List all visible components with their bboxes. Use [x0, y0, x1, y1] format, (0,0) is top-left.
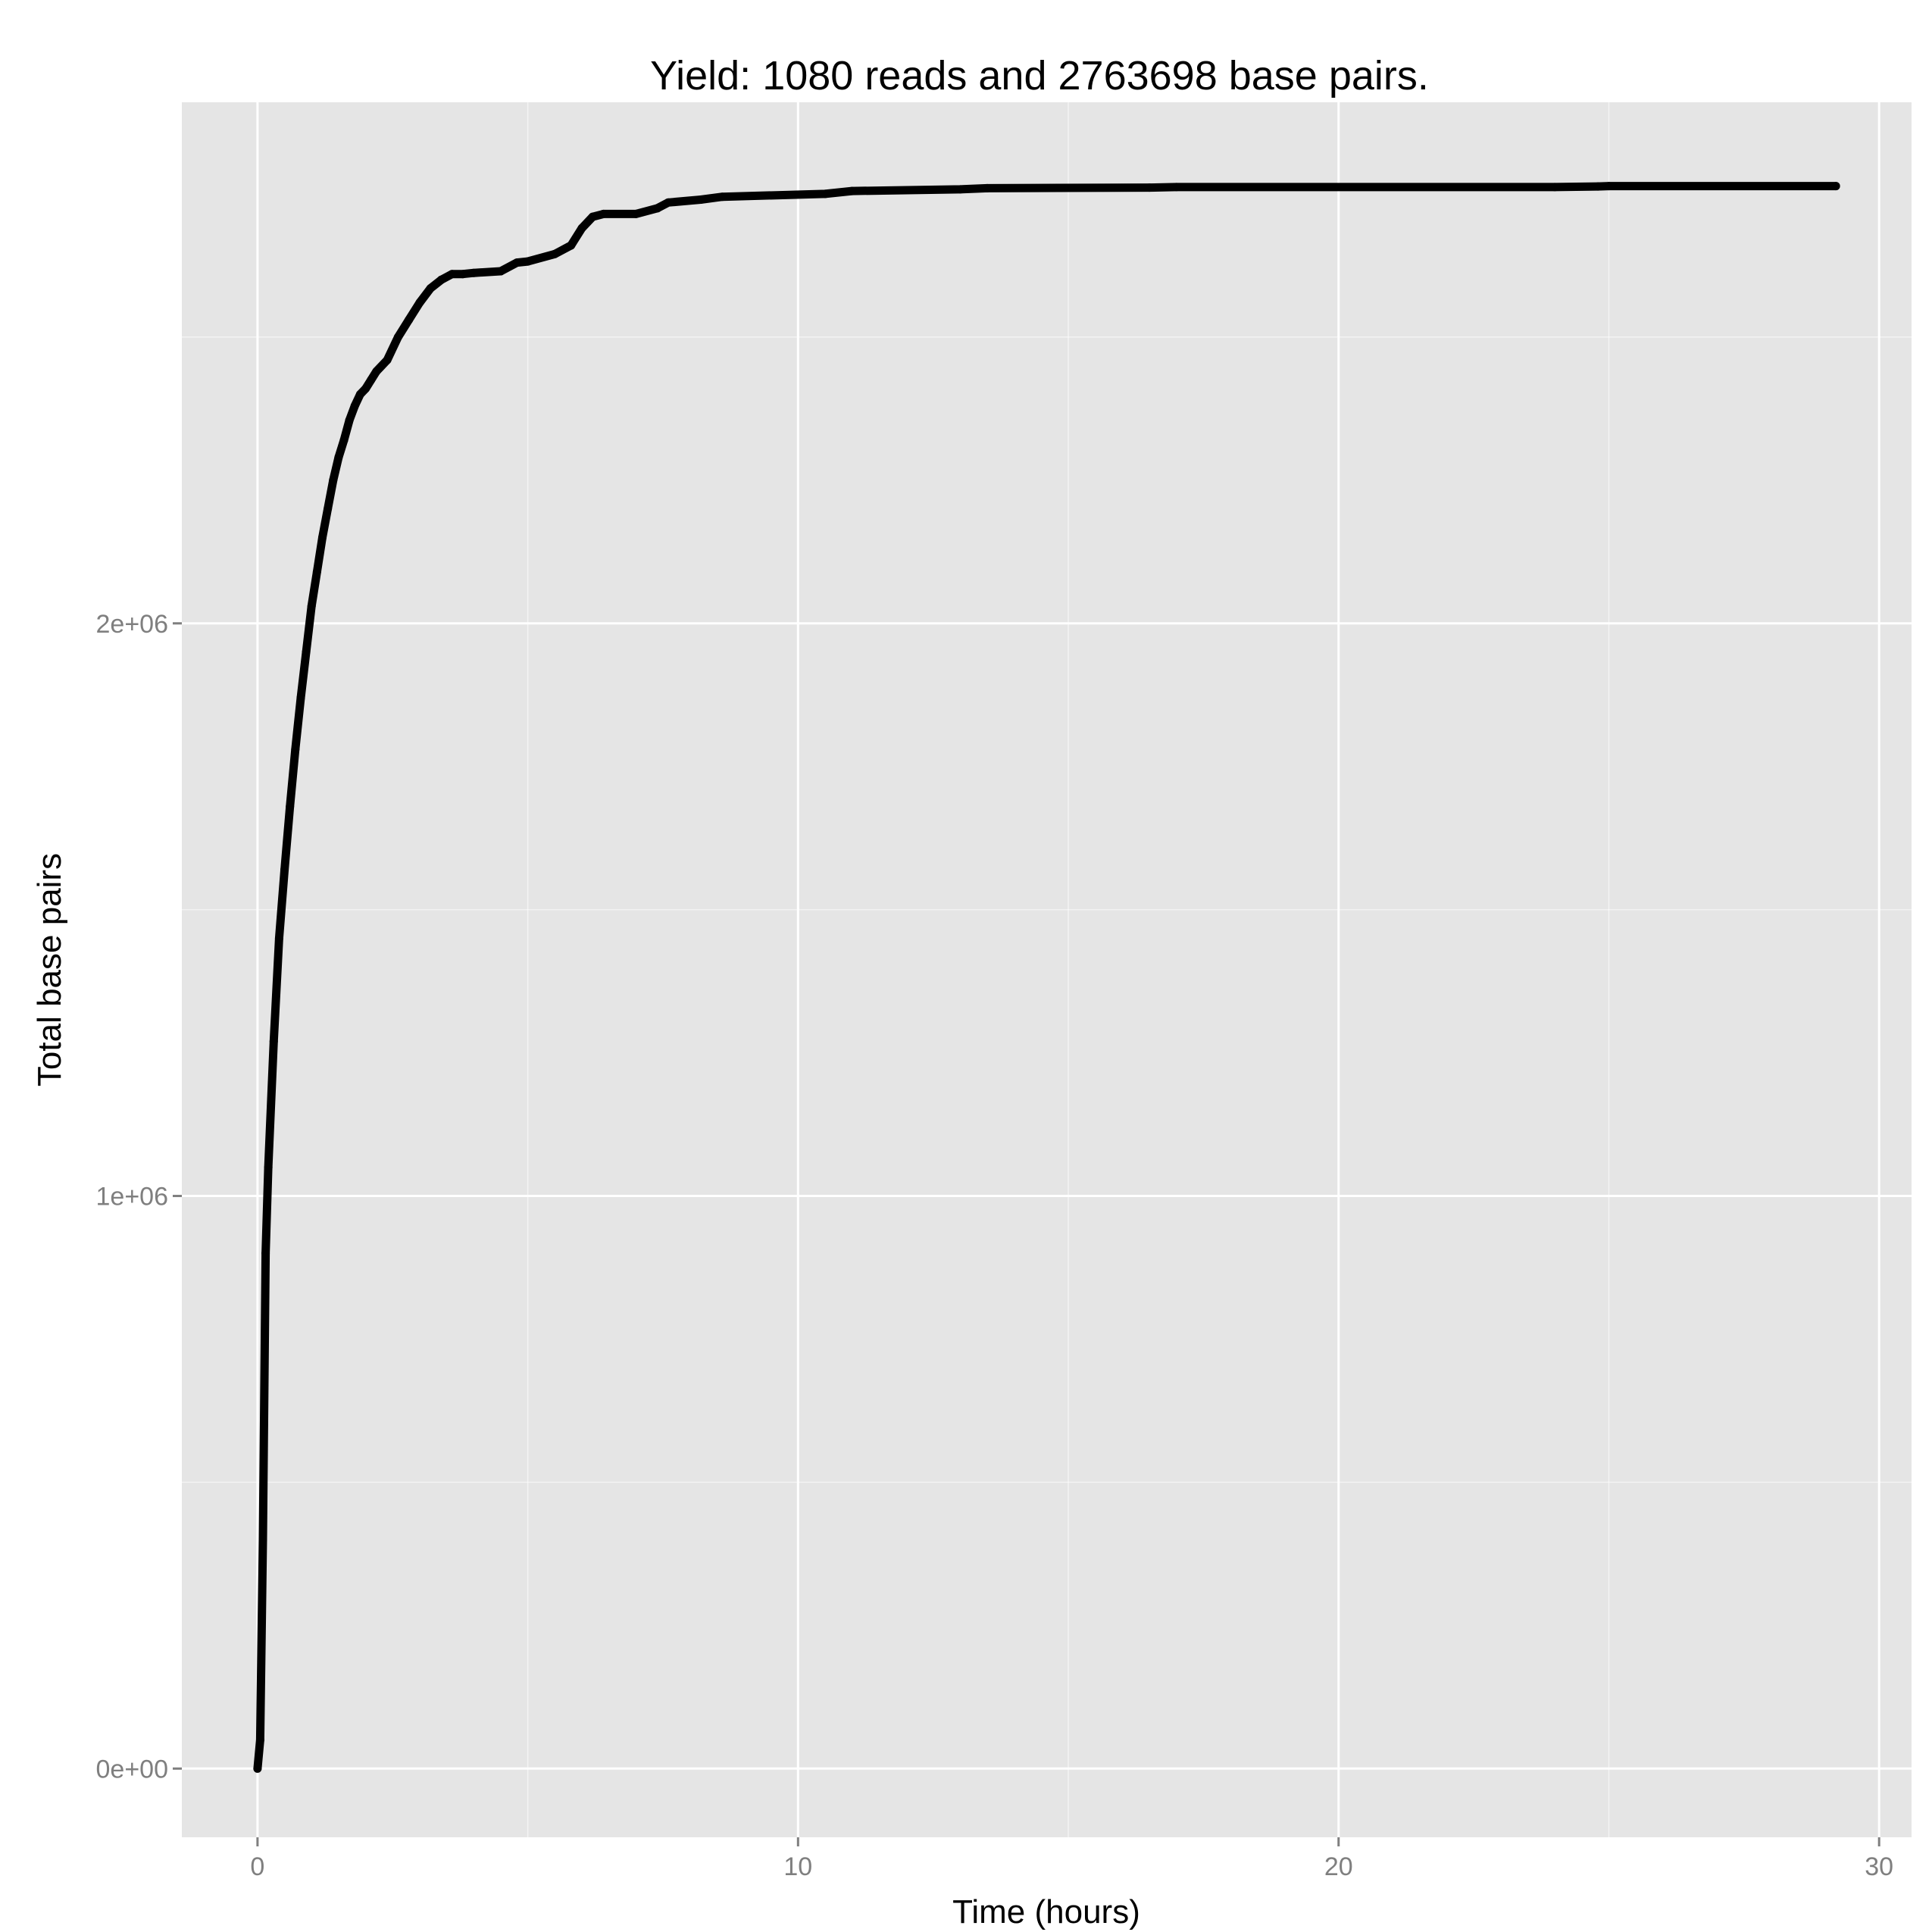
data-point: [512, 258, 521, 267]
data-point: [664, 198, 673, 207]
data-point: [393, 333, 402, 342]
data-point: [1550, 183, 1559, 192]
y-tick-label: 2e+06: [96, 610, 169, 639]
x-axis-title: Time (hours): [952, 1893, 1140, 1930]
data-point: [296, 693, 305, 702]
data-point: [1593, 182, 1602, 191]
data-point: [469, 268, 478, 277]
data-point: [448, 270, 457, 279]
data-point: [339, 436, 349, 445]
data-point: [264, 1163, 273, 1172]
x-tick-label: 10: [783, 1852, 812, 1881]
data-point: [550, 249, 559, 258]
data-point: [258, 1535, 267, 1544]
y-tick-label: 1e+06: [96, 1183, 169, 1211]
data-point: [405, 315, 414, 324]
data-point: [1831, 182, 1840, 191]
data-point: [955, 185, 964, 194]
data-point: [286, 802, 295, 811]
data-point: [577, 224, 586, 233]
data-point: [269, 1036, 278, 1046]
data-point: [496, 267, 505, 276]
data-point: [345, 415, 354, 424]
data-point: [367, 376, 376, 385]
data-point: [324, 505, 333, 514]
data-point: [588, 212, 597, 221]
data-point: [848, 186, 857, 195]
data-point: [567, 241, 576, 250]
x-tick-label: 30: [1865, 1852, 1893, 1881]
data-point: [253, 1764, 262, 1773]
chart-title: Yield: 1080 reads and 2763698 base pairs…: [650, 53, 1429, 98]
data-point: [261, 1249, 270, 1258]
data-point: [255, 1736, 264, 1745]
data-point: [312, 567, 321, 577]
data-point: [436, 275, 445, 284]
y-tick-label: 0e+00: [96, 1755, 169, 1784]
data-point: [717, 192, 727, 202]
data-point: [307, 602, 316, 611]
data-point: [334, 453, 343, 462]
series-layer: [253, 182, 1840, 1773]
data-point: [291, 745, 300, 754]
data-point: [631, 209, 640, 218]
data-point: [1172, 183, 1181, 192]
major-gridlines: [182, 102, 1912, 1837]
plot-panel: [182, 102, 1912, 1837]
data-point: [821, 189, 830, 199]
data-point: [274, 933, 283, 943]
data-point: [599, 209, 608, 218]
data-point: [426, 284, 435, 293]
data-point: [280, 865, 289, 874]
x-tick-label: 20: [1324, 1852, 1353, 1881]
data-point: [524, 257, 533, 266]
y-axis-title: Total base pairs: [31, 853, 68, 1086]
data-point: [372, 367, 381, 376]
y-axis: 0e+00 1e+06 2e+06: [96, 610, 182, 1784]
x-axis: 0 10 20 30: [250, 1837, 1893, 1881]
data-point: [1604, 182, 1613, 191]
data-point: [458, 270, 467, 279]
data-point: [696, 195, 705, 204]
data-point: [355, 389, 364, 399]
x-tick-label: 0: [250, 1852, 264, 1881]
data-point: [317, 533, 327, 542]
data-point: [415, 299, 424, 308]
data-point: [361, 384, 370, 393]
data-point: [1145, 183, 1154, 192]
data-point: [983, 183, 992, 192]
data-point: [329, 476, 338, 485]
minor-gridlines: [182, 102, 1912, 1837]
data-point: [350, 402, 359, 411]
data-point: [383, 355, 392, 364]
data-point: [302, 648, 311, 657]
data-point: [653, 204, 662, 213]
